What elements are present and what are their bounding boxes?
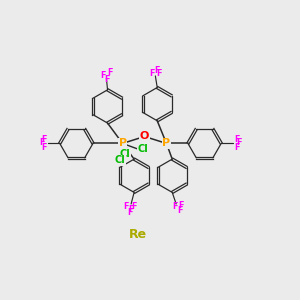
Text: F: F [40, 139, 45, 148]
Text: Re: Re [128, 228, 147, 241]
Text: F: F [154, 66, 159, 75]
Text: F: F [149, 69, 154, 78]
Text: F: F [104, 75, 110, 84]
Text: F: F [234, 143, 239, 152]
Text: Cl: Cl [119, 149, 130, 159]
Text: Cl: Cl [138, 144, 149, 154]
Text: F: F [100, 71, 106, 80]
Text: F: F [234, 135, 239, 144]
Text: P: P [162, 138, 170, 148]
Text: F: F [124, 202, 129, 211]
Text: F: F [42, 143, 47, 152]
Text: F: F [156, 69, 161, 78]
Text: F: F [172, 202, 178, 211]
Text: F: F [127, 208, 133, 217]
Text: O: O [140, 131, 149, 142]
Text: Cl: Cl [115, 155, 126, 165]
Text: F: F [177, 206, 183, 215]
Text: F: F [236, 139, 241, 148]
Text: F: F [42, 135, 47, 144]
Text: F: F [131, 202, 136, 211]
Text: P: P [118, 138, 127, 148]
Text: F: F [107, 68, 112, 77]
Text: F: F [178, 201, 183, 210]
Text: F: F [128, 205, 134, 214]
